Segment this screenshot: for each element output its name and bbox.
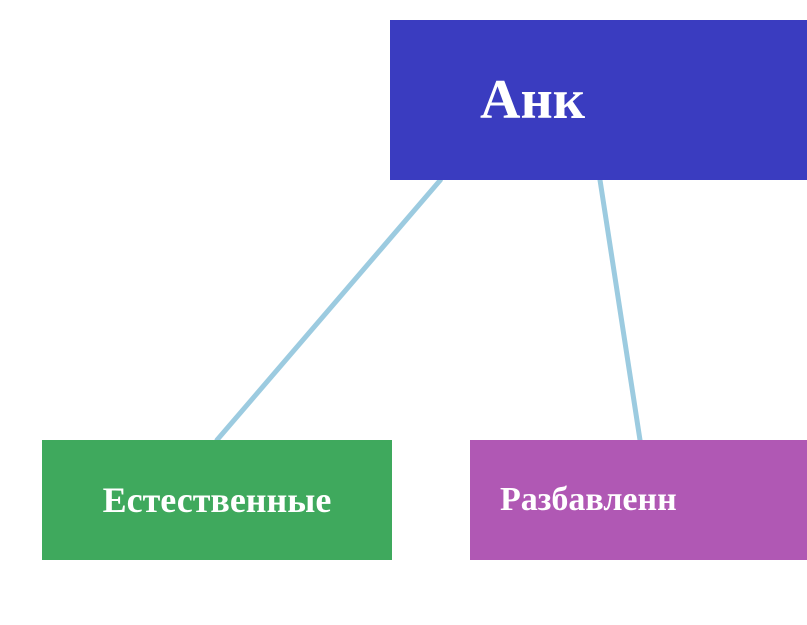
node-root: Анк (390, 20, 807, 180)
edge-root-child2 (600, 180, 640, 440)
node-diluted-label: Разбавленн (500, 481, 677, 519)
edge-root-child1 (217, 180, 440, 440)
node-diluted: Разбавленн (470, 440, 807, 560)
node-root-label: Анк (480, 68, 585, 132)
node-natural-label: Естественные (103, 479, 332, 521)
node-natural: Естественные (42, 440, 392, 560)
diagram-stage: Анк Естественные Разбавленн (0, 0, 807, 625)
